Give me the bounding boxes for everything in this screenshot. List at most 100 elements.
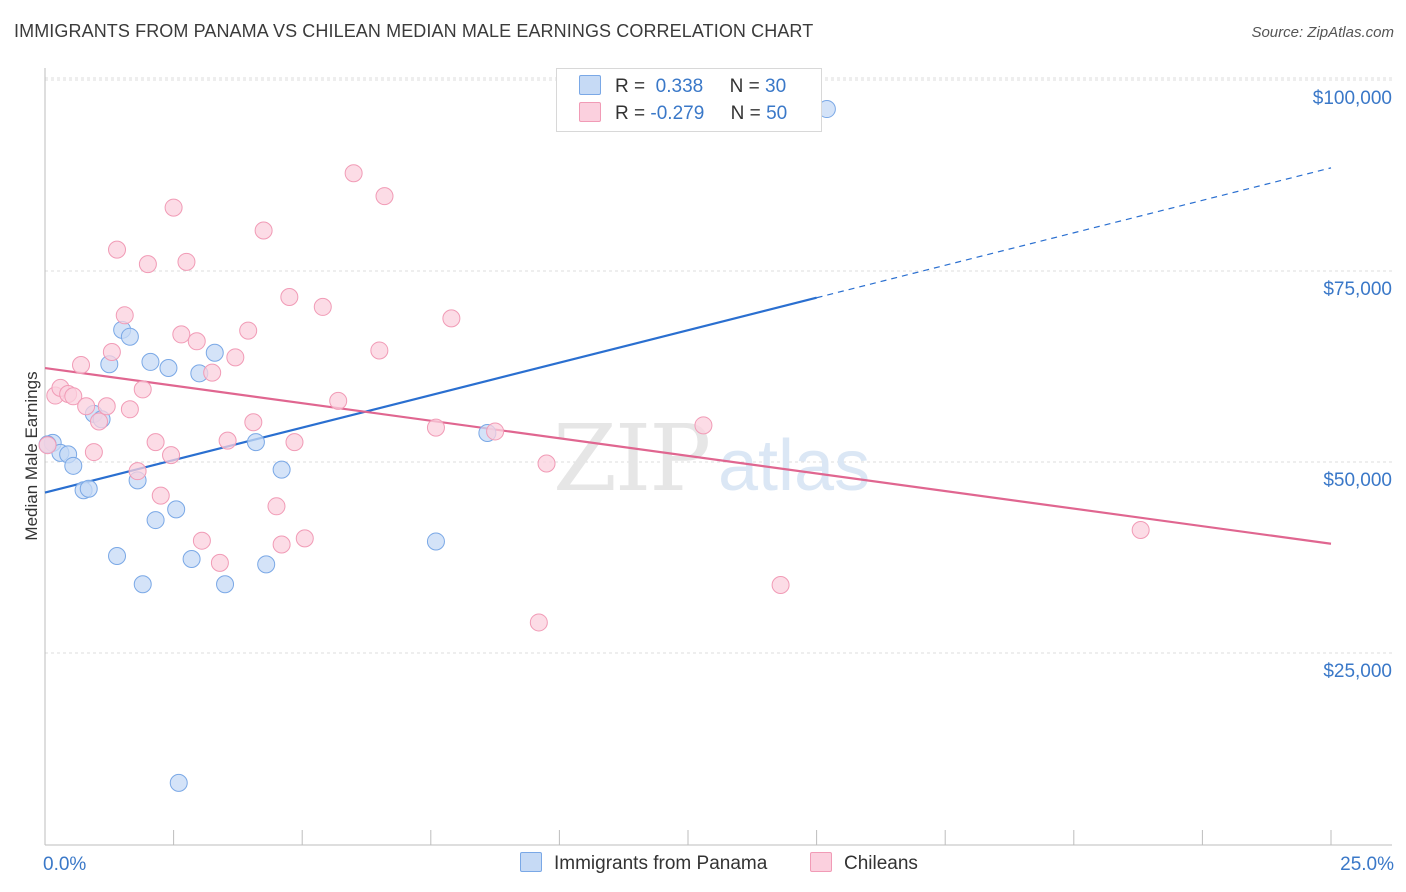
legend-n-value: 30 (765, 76, 787, 97)
point-panama (205, 343, 224, 362)
point-chilean (344, 164, 363, 183)
point-chilean (210, 553, 229, 572)
point-chilean (151, 486, 170, 505)
point-chilean (192, 531, 211, 550)
bottom-legend-swatch-chileans (810, 852, 832, 872)
bottom-legend-swatch-panama (520, 852, 542, 872)
point-chilean (226, 348, 245, 367)
trend-line-panama-extension (816, 167, 1332, 299)
point-panama (257, 555, 276, 574)
point-chilean (177, 252, 196, 271)
point-panama (108, 546, 127, 565)
point-chilean (218, 431, 237, 450)
point-panama (159, 359, 178, 378)
point-panama (246, 433, 265, 452)
point-chilean (280, 287, 299, 306)
point-panama (272, 460, 291, 479)
point-panama (141, 352, 160, 371)
point-panama (146, 511, 165, 530)
point-chilean (295, 529, 314, 548)
legend-swatch-chileans (579, 102, 601, 122)
x-tick-label-right: 25.0% (1340, 854, 1394, 875)
y-tick-label: $100,000 (1313, 88, 1392, 109)
point-chilean (172, 325, 191, 344)
point-chilean (426, 418, 445, 437)
watermark-atlas: atlas (718, 426, 870, 506)
point-panama (182, 550, 201, 569)
point-chilean (72, 355, 91, 374)
point-panama (133, 575, 152, 594)
legend-r-label: R = (615, 103, 646, 124)
point-chilean (244, 413, 263, 432)
trend-line-chileans (44, 366, 1332, 545)
bottom-legend-label-panama: Immigrants from Panama (554, 853, 768, 874)
point-panama (120, 327, 139, 346)
point-chilean (529, 613, 548, 632)
point-chilean (138, 255, 157, 274)
point-panama (426, 532, 445, 551)
data-points (38, 100, 1150, 792)
point-chilean (84, 443, 103, 462)
point-chilean (375, 187, 394, 206)
point-chilean (108, 240, 127, 259)
point-chilean (329, 391, 348, 410)
point-chilean (1131, 520, 1150, 539)
bottom-legend-panama: Immigrants from Panama (520, 852, 767, 875)
point-chilean (133, 380, 152, 399)
point-chilean (267, 497, 286, 516)
point-chilean (272, 535, 291, 554)
legend-r-label: R = (615, 76, 646, 97)
point-chilean (486, 422, 505, 441)
point-chilean (442, 309, 461, 328)
bottom-legend-chileans: Chileans (810, 852, 918, 875)
axes (44, 68, 1392, 846)
y-tick-label: $25,000 (1323, 661, 1392, 682)
point-panama (216, 575, 235, 594)
x-tick-label-left: 0.0% (43, 854, 86, 875)
point-chilean (164, 198, 183, 217)
legend-r-value: -0.279 (650, 103, 705, 124)
bottom-legend-label-chileans: Chileans (844, 853, 918, 874)
point-chilean (128, 462, 147, 481)
legend-n-label: N = (729, 76, 760, 97)
point-chilean (771, 576, 790, 595)
point-chilean (90, 412, 109, 431)
point-chilean (313, 297, 332, 316)
point-chilean (162, 446, 181, 465)
legend-n-value: 50 (766, 103, 788, 124)
point-chilean (38, 436, 57, 455)
point-chilean (203, 363, 222, 382)
tick-labels: $25,000 $50,000 $75,000 $100,000 0.0% 25.0% (43, 88, 1394, 875)
point-panama (167, 500, 186, 519)
point-panama (169, 773, 188, 792)
legend-n-label: N = (730, 103, 761, 124)
legend-row-chileans: R = -0.279 N = 50 (579, 102, 787, 126)
point-chilean (370, 341, 389, 360)
legend-row-panama: R = 0.338 N = 30 (579, 75, 786, 99)
y-tick-label: $75,000 (1323, 279, 1392, 300)
point-chilean (146, 433, 165, 452)
point-chilean (120, 400, 139, 419)
point-chilean (97, 397, 116, 416)
legend-swatch-panama (579, 75, 601, 95)
point-chilean (285, 433, 304, 452)
point-panama (79, 479, 98, 498)
source-label: Source: ZipAtlas.com (1251, 24, 1394, 41)
point-chilean (537, 454, 556, 473)
watermark: ZIP atlas (553, 405, 870, 512)
point-chilean (694, 416, 713, 435)
y-tick-label: $50,000 (1323, 470, 1392, 491)
point-panama (64, 456, 83, 475)
point-chilean (254, 221, 273, 240)
point-chilean (102, 342, 121, 361)
point-chilean (115, 306, 134, 325)
point-chilean (239, 321, 258, 340)
point-chilean (77, 397, 96, 416)
point-chilean (187, 332, 206, 351)
watermark-zip: ZIP (553, 405, 709, 512)
legend-r-value: 0.338 (655, 76, 704, 97)
point-chilean (64, 387, 83, 406)
chart-title: IMMIGRANTS FROM PANAMA VS CHILEAN MEDIAN… (14, 21, 814, 41)
stats-legend: R = 0.338 N = 30 R = -0.279 N = 50 (556, 68, 822, 132)
